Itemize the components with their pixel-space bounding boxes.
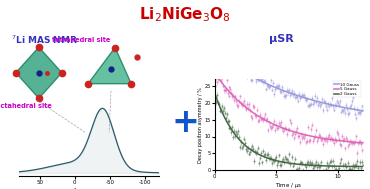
5 Gauss [334, 139, 339, 142]
Line: 2 Gauss: 2 Gauss [215, 93, 363, 167]
5 Gauss [315, 136, 319, 138]
2 Gauss [261, 155, 266, 158]
5 Gauss [212, 71, 217, 74]
10 Gauss [334, 105, 339, 107]
5 Gauss [261, 118, 266, 120]
Text: +: + [171, 106, 199, 139]
Text: μSR: μSR [269, 34, 293, 44]
Text: $^7$Li MAS NMR: $^7$Li MAS NMR [11, 34, 78, 46]
Legend: 10 Gauss, 5 Gauss, 2 Gauss: 10 Gauss, 5 Gauss, 2 Gauss [333, 81, 360, 97]
10 Gauss [315, 100, 319, 102]
Line: 5 Gauss: 5 Gauss [215, 73, 363, 143]
Polygon shape [88, 48, 131, 84]
10 Gauss [212, 51, 217, 54]
Text: octahedral site: octahedral site [0, 103, 52, 109]
X-axis label: Time / $\mu$s: Time / $\mu$s [275, 181, 302, 189]
2 Gauss [271, 159, 275, 161]
5 Gauss [296, 132, 300, 134]
Text: Li$_2$NiGe$_3$O$_8$: Li$_2$NiGe$_3$O$_8$ [139, 6, 231, 24]
Line: 10 Gauss: 10 Gauss [215, 53, 363, 111]
10 Gauss [296, 95, 300, 97]
Y-axis label: Decay positron asymmetry / %: Decay positron asymmetry / % [198, 87, 203, 163]
5 Gauss [360, 142, 365, 144]
2 Gauss [360, 165, 365, 168]
5 Gauss [290, 130, 294, 132]
2 Gauss [290, 162, 294, 165]
2 Gauss [212, 92, 217, 94]
10 Gauss [271, 85, 275, 88]
10 Gauss [360, 110, 365, 112]
2 Gauss [334, 165, 339, 167]
10 Gauss [261, 81, 266, 83]
X-axis label: $^7$Li $\delta$ (ppm): $^7$Li $\delta$ (ppm) [73, 186, 105, 189]
5 Gauss [271, 123, 275, 125]
2 Gauss [296, 163, 300, 165]
Polygon shape [16, 47, 62, 98]
10 Gauss [290, 93, 294, 95]
Text: tetrahedral site: tetrahedral site [52, 37, 111, 43]
2 Gauss [315, 164, 319, 167]
